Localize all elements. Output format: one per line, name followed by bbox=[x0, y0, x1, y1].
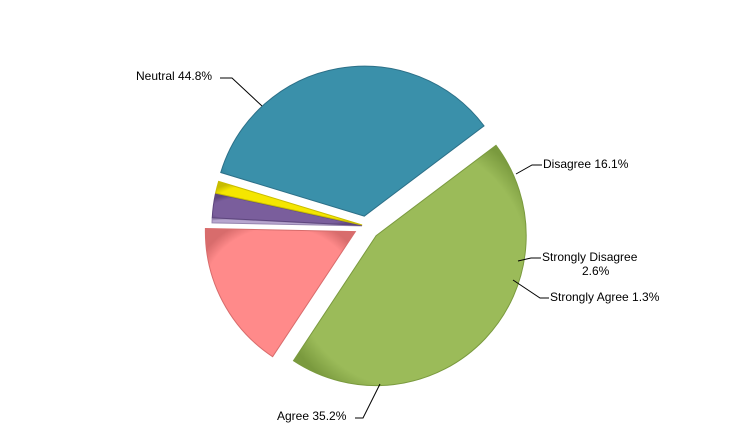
label-strongly-disagree-line1: Strongly Disagree bbox=[542, 250, 638, 264]
pie-slice-agree bbox=[220, 65, 485, 217]
label-disagree: Disagree 16.1% bbox=[543, 157, 629, 171]
pie-slice-neutral bbox=[292, 144, 527, 387]
label-neutral: Neutral 44.8% bbox=[136, 69, 212, 83]
leader-lines bbox=[220, 77, 549, 419]
label-agree: Agree 35.2% bbox=[277, 409, 347, 423]
label-strongly-agree: Strongly Agree 1.3% bbox=[550, 290, 660, 304]
leader-neutral bbox=[220, 77, 263, 107]
leader-agree bbox=[355, 383, 381, 419]
label-strongly-disagree-line2: 2.6% bbox=[582, 264, 610, 278]
leader-disagree bbox=[515, 164, 542, 175]
pie-slice-strongly-agree bbox=[214, 180, 363, 226]
leader-strongly-agree bbox=[512, 279, 549, 299]
pie-slices bbox=[204, 65, 527, 387]
leader-strongly-disagree bbox=[517, 257, 541, 262]
pie-slice-disagree bbox=[204, 228, 357, 358]
